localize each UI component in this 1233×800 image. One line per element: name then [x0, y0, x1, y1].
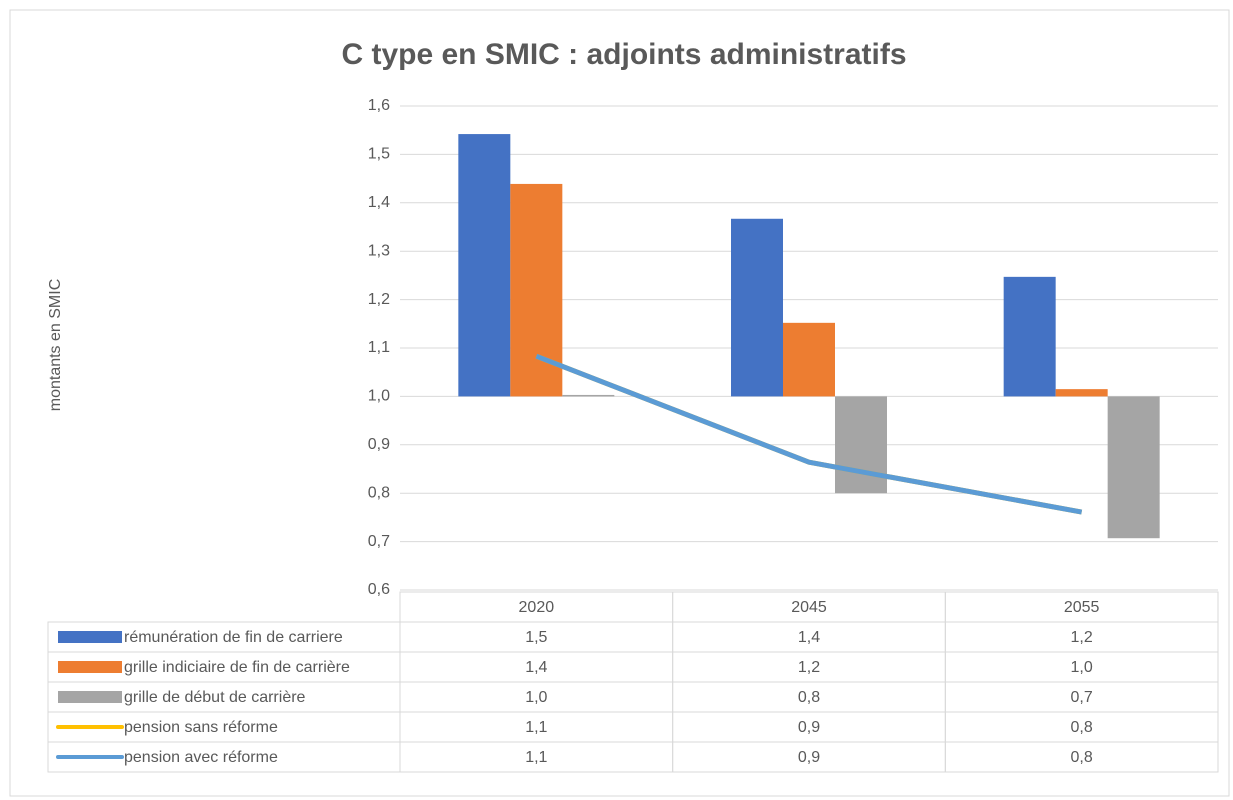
table-value: 1,1 — [525, 749, 547, 766]
y-tick-label: 1,2 — [368, 291, 390, 308]
y-tick-label: 1,0 — [368, 388, 390, 405]
bar — [1055, 389, 1108, 397]
table-value: 1,2 — [798, 659, 820, 676]
table-value: 0,8 — [1071, 749, 1093, 766]
x-tick-label: 2045 — [791, 599, 827, 616]
table-value: 0,9 — [798, 719, 820, 736]
bar — [835, 396, 887, 494]
table-value: 1,0 — [525, 689, 547, 706]
bar — [1003, 276, 1056, 397]
table-value: 1,4 — [798, 629, 820, 646]
line-series — [535, 353, 1083, 515]
legend-label: rémunération de fin de carriere — [124, 629, 343, 646]
table-value: 0,7 — [1071, 689, 1093, 706]
legend-label: pension avec réforme — [124, 749, 278, 766]
y-tick-label: 1,1 — [368, 339, 390, 356]
y-tick-label: 0,6 — [368, 581, 390, 598]
chart-frame — [9, 9, 1230, 797]
x-tick-label: 2020 — [519, 599, 555, 616]
table-value: 1,0 — [1071, 659, 1093, 676]
y-tick-label: 0,8 — [368, 484, 390, 501]
table-value: 1,2 — [1071, 629, 1093, 646]
legend-label: grille de début de carrière — [124, 689, 306, 706]
y-tick-label: 1,6 — [368, 97, 390, 114]
bar — [562, 394, 615, 397]
y-tick-label: 1,3 — [368, 242, 390, 259]
legend-label: grille indiciaire de fin de carrière — [124, 659, 350, 676]
legend-label: pension sans réforme — [124, 719, 278, 736]
legend-key — [58, 691, 122, 703]
y-tick-label: 1,5 — [368, 146, 390, 163]
y-axis-label: montants en SMIC — [47, 279, 64, 412]
legend-key — [58, 631, 122, 643]
bar — [783, 322, 835, 397]
chart-title: C type en SMIC : adjoints administratifs — [341, 38, 906, 71]
table-value: 0,9 — [798, 749, 820, 766]
bar — [1107, 396, 1160, 539]
table-cell — [944, 741, 1219, 773]
table-value: 1,4 — [525, 659, 547, 676]
table-value: 1,1 — [525, 719, 547, 736]
table-value: 0,8 — [798, 689, 820, 706]
table-value: 1,5 — [525, 629, 547, 646]
y-tick-label: 1,4 — [368, 194, 390, 211]
bar — [731, 218, 783, 397]
y-tick-label: 0,9 — [368, 436, 390, 453]
x-tick-label: 2055 — [1064, 599, 1100, 616]
table-value: 0,8 — [1071, 719, 1093, 736]
legend-key — [58, 661, 122, 673]
bar — [458, 134, 511, 397]
y-tick-label: 0,7 — [368, 533, 390, 550]
